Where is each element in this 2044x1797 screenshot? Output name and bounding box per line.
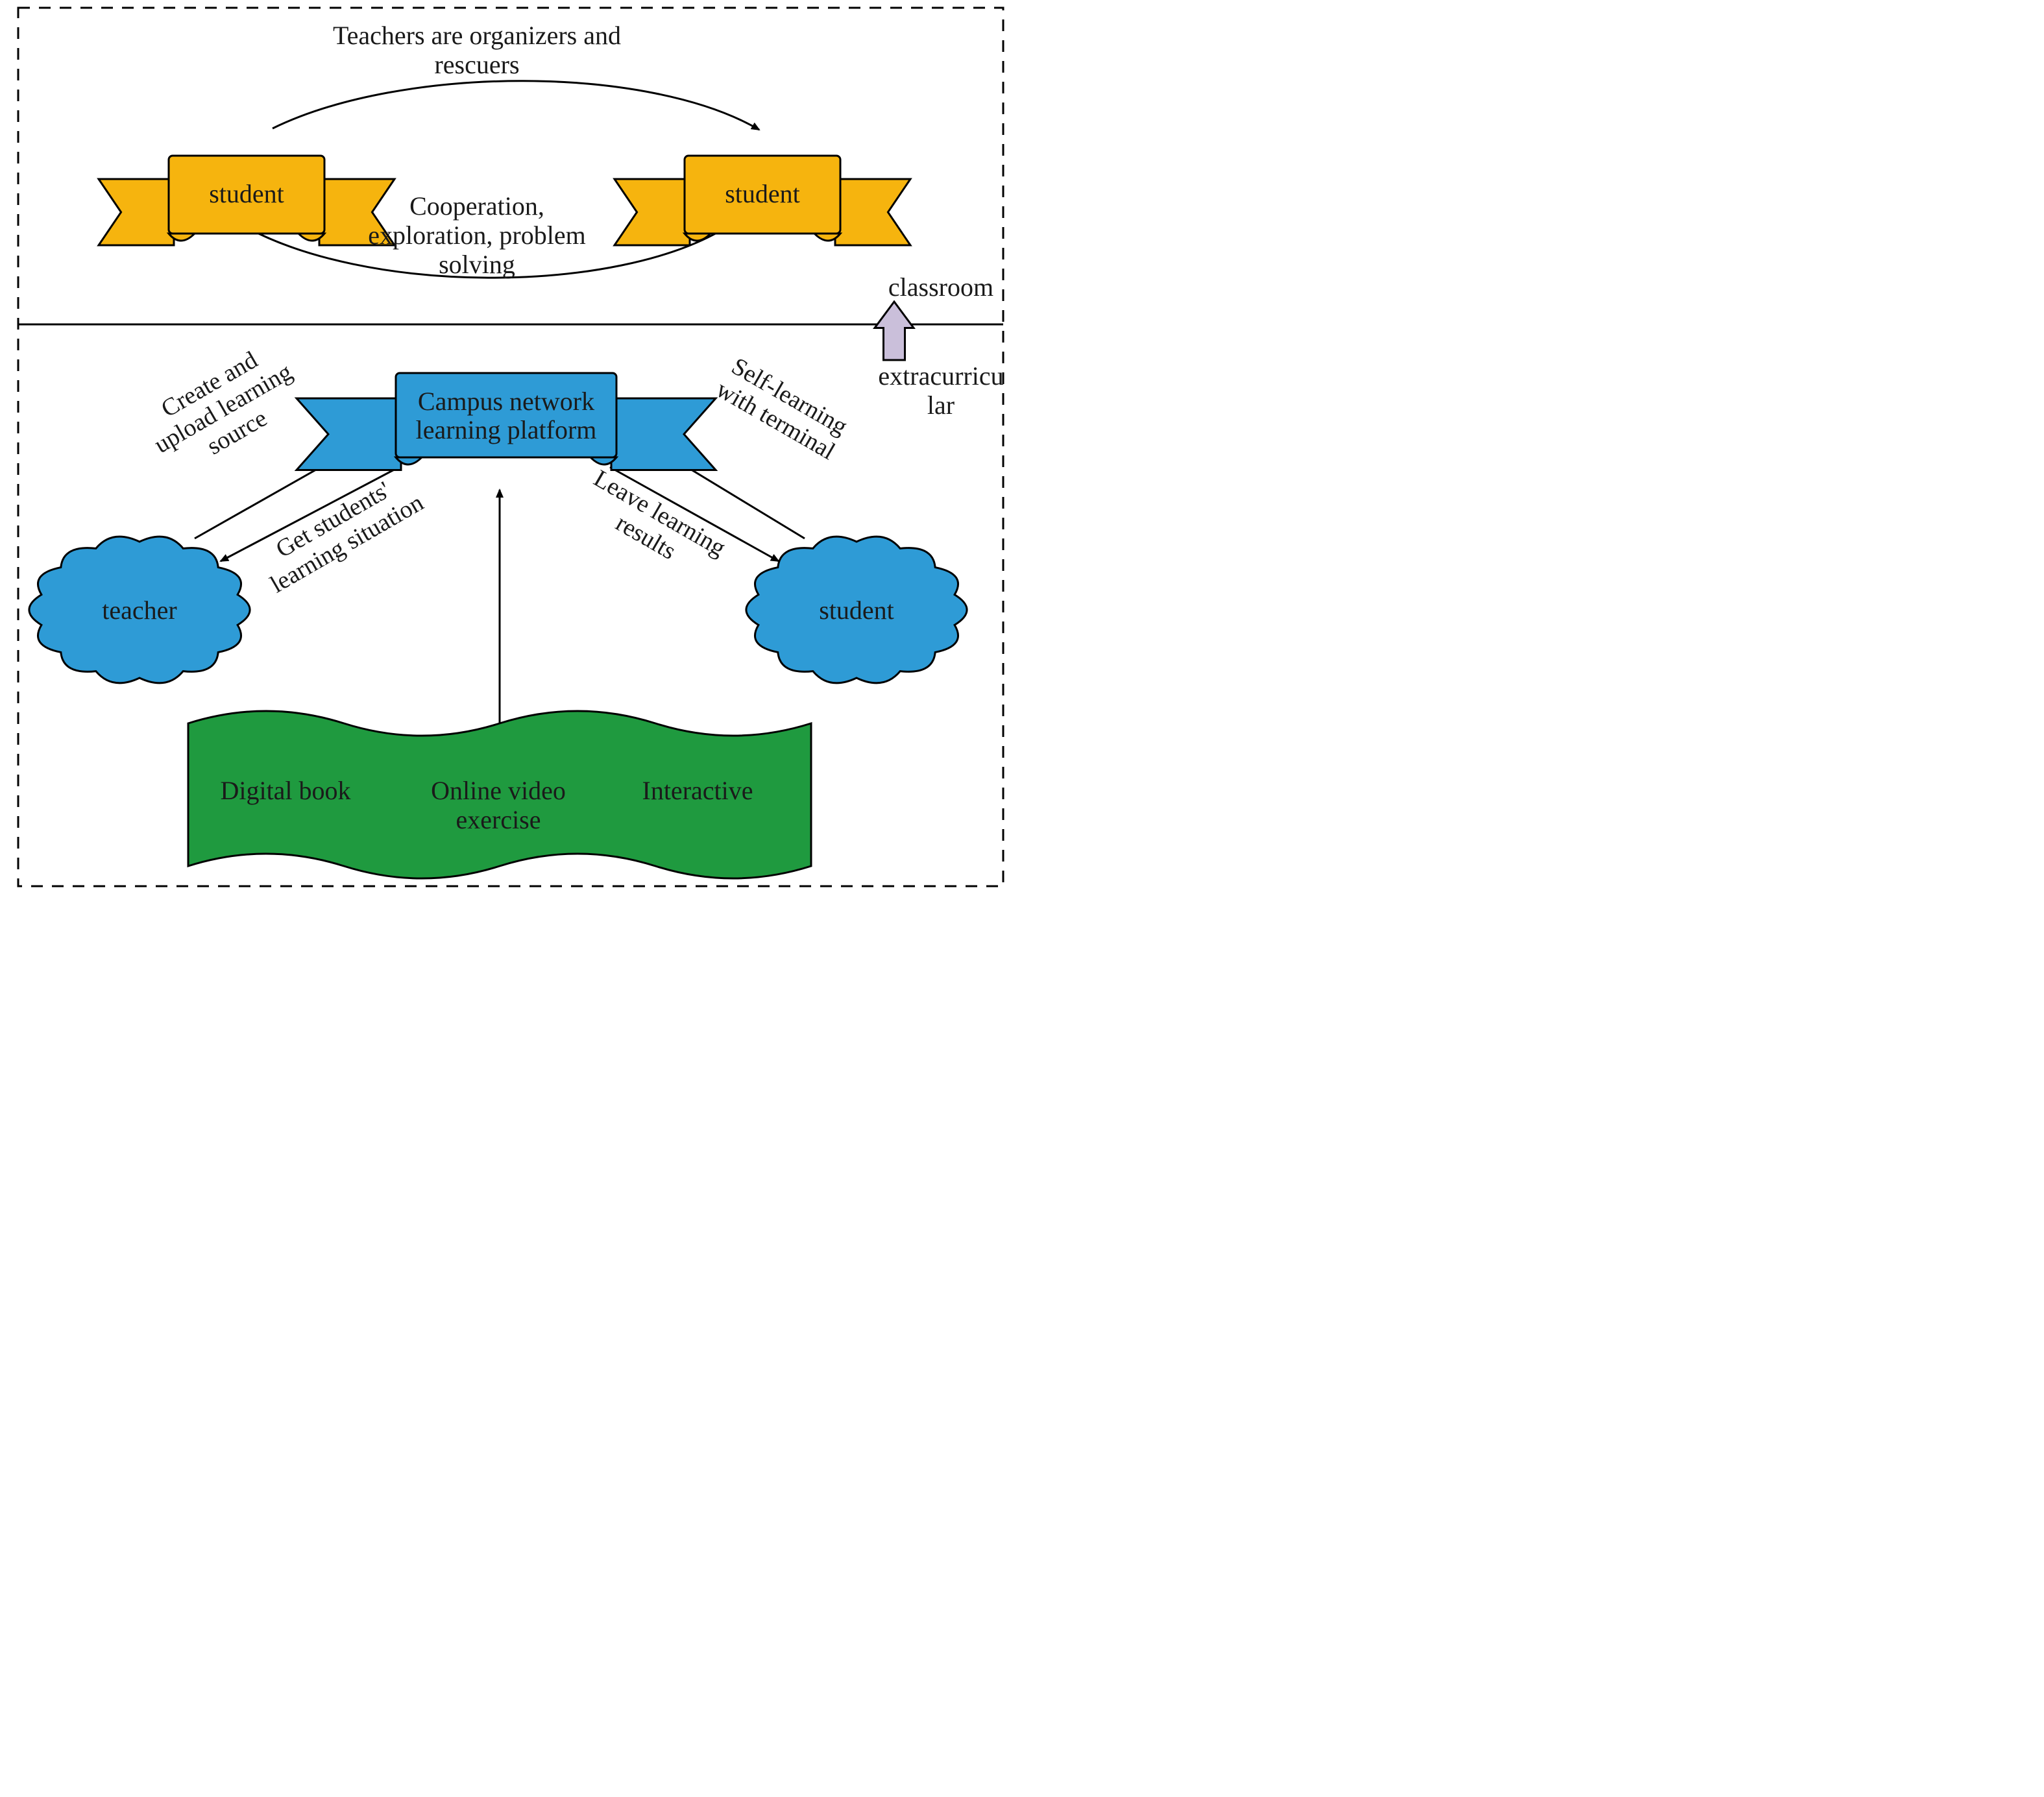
- banner-platform-label-1: Campus network: [418, 387, 594, 416]
- edge-create-upload: Create andupload learningsource: [136, 334, 310, 483]
- wave-label-2a: Online video: [431, 776, 566, 805]
- up-arrow-icon: [875, 302, 914, 360]
- banner-platform-label-2: learning platform: [416, 415, 597, 444]
- banner-student-right: student: [614, 156, 910, 245]
- mid-label-3: solving: [439, 250, 515, 279]
- banner-student-left-label: student: [209, 179, 284, 208]
- wave-label-2b: exercise: [456, 805, 541, 834]
- banner-student-left: student: [99, 156, 395, 245]
- top-label-2: rescuers: [434, 50, 519, 79]
- edge-self-learning: Self-learningwith terminal: [712, 352, 854, 465]
- edge-leave-results: Leave learningresults: [576, 464, 731, 586]
- top-label-1: Teachers are organizers and: [333, 21, 621, 50]
- banner-student-right-label: student: [725, 179, 800, 208]
- section-extracurricular-1: extracurricu: [878, 361, 1003, 391]
- mid-label-1: Cooperation,: [409, 191, 544, 221]
- cloud-student: student: [746, 537, 967, 683]
- cloud-teacher-label: teacher: [102, 596, 176, 625]
- mid-label-2: exploration, problem: [368, 221, 585, 250]
- wave-label-1: Digital book: [220, 776, 350, 805]
- arrow-top-curve: [273, 81, 759, 130]
- banner-platform: Campus networklearning platform: [297, 373, 716, 470]
- wave-label-3: Interactive: [642, 776, 753, 805]
- cloud-student-label: student: [819, 596, 894, 625]
- wave-resources: Digital book Online videoexercise Interact…: [188, 711, 811, 878]
- section-classroom: classroom: [888, 272, 993, 302]
- section-extracurricular-2: lar: [927, 391, 955, 420]
- cloud-teacher: teacher: [29, 537, 250, 683]
